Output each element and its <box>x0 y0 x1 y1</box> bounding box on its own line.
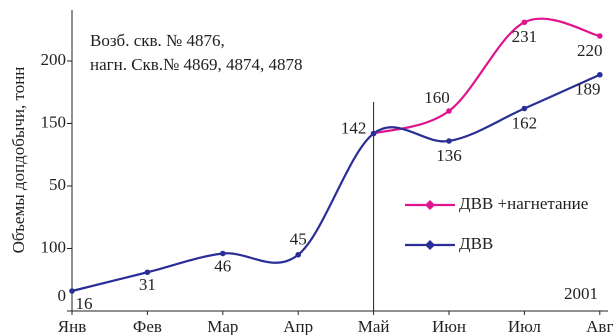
y-axis-label: Объемы допдобычи, тонн <box>9 67 28 254</box>
data-label: 16 <box>76 294 93 313</box>
annotation-line: нагн. Скв.№ 4869, 4874, 4878 <box>90 55 303 74</box>
data-label: 45 <box>290 230 307 249</box>
x-tick-label: Июл <box>508 317 542 335</box>
point <box>597 33 603 39</box>
legend-marker <box>425 200 435 210</box>
point <box>69 288 75 294</box>
legend-label: ДВВ <box>459 234 493 253</box>
x-tick-label: Фев <box>133 317 162 335</box>
data-label: 220 <box>577 41 603 60</box>
point <box>446 108 452 114</box>
x-tick-label: Июн <box>432 317 466 335</box>
data-label: 46 <box>214 256 231 275</box>
point <box>521 105 528 112</box>
data-label: 162 <box>512 113 538 132</box>
x-tick-label: Май <box>358 317 390 335</box>
x-tick-label: Авг <box>586 317 613 335</box>
annotation-line: Возб. скв. № 4876, <box>90 31 225 50</box>
x-tick-label: Апр <box>283 317 313 335</box>
point <box>144 269 151 276</box>
x-tick-label: Янв <box>58 317 86 335</box>
y-tick-label: 150 <box>41 112 67 131</box>
point <box>521 19 528 26</box>
legend-marker <box>425 240 435 250</box>
series-line <box>71 73 601 293</box>
year-label: 2001 <box>564 284 598 303</box>
y-tick-label: 100 <box>41 237 67 256</box>
y-tick-label: 200 <box>41 50 67 69</box>
point <box>597 71 603 78</box>
y-tick-label: 50 <box>49 175 66 194</box>
x-tick-label: Мар <box>207 317 238 335</box>
point <box>370 130 377 137</box>
data-label: 160 <box>424 88 450 107</box>
point <box>220 250 226 257</box>
data-label: 142 <box>341 118 367 137</box>
point <box>295 251 302 258</box>
y-tick-label: 0 <box>58 286 67 305</box>
data-label: 136 <box>436 146 462 165</box>
series-line <box>373 17 601 135</box>
data-label: 231 <box>512 27 538 46</box>
point <box>446 138 452 144</box>
legend-label: ДВВ +нагнетание <box>459 194 588 213</box>
data-label: 189 <box>575 80 601 99</box>
data-label: 31 <box>139 275 156 294</box>
